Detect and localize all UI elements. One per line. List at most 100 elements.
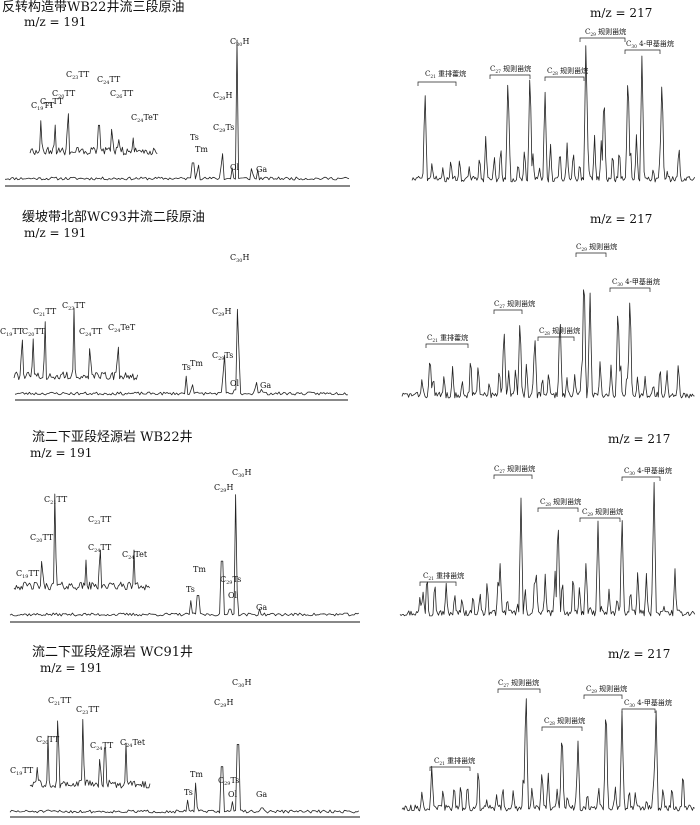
peak-group-label: C30 4-甲基甾烷 xyxy=(626,39,674,50)
peak-label: C23TT xyxy=(76,705,100,716)
panel-wb22-oil-217: m/z = 217 C21 重排藿烷 C27 规则甾烷 C28 规则甾烷 C29 规则… xyxy=(390,0,700,195)
peak-label: C29Ts xyxy=(212,351,233,362)
peak-label: C19TT xyxy=(0,327,24,338)
panel-wc91-rock-217: m/z = 217 C21 重排甾烷 C27 规则甾烷 C28 规则甾烷 C29 规则… xyxy=(390,645,700,825)
tic-trace xyxy=(9,744,360,814)
peak-label: C26TT xyxy=(110,89,134,100)
peak-group-label: C29 规则甾烷 xyxy=(576,242,617,253)
peak-group-label: C27 规则甾烷 xyxy=(494,299,535,310)
peak-bracket xyxy=(609,287,651,292)
panel-wb22-rock-191: 流二下亚段烃源岩 WB22井 m/z = 191 C19TT C20TT C21TT… xyxy=(0,430,360,628)
inset-trace xyxy=(13,307,138,381)
tic-trace xyxy=(401,289,695,399)
peak-group-label: C21 重排藿烷 xyxy=(425,69,466,80)
peak-label: C30H xyxy=(230,37,249,48)
peak-group-label: C21 重排甾烷 xyxy=(434,756,475,767)
peak-group-label: C27 规则甾烷 xyxy=(490,64,531,75)
peak-label: Ol xyxy=(228,790,238,799)
peak-label: C29H xyxy=(212,307,231,318)
peak-label: Ga xyxy=(256,603,267,612)
peak-label: C24TT xyxy=(90,741,114,752)
peak-bracket xyxy=(417,81,457,86)
peak-bracket xyxy=(497,688,541,693)
chart-title: 反转构造带WB22井流三段原油 xyxy=(2,0,185,15)
peak-bracket xyxy=(583,694,623,699)
peak-group-label: C28 规则甾烷 xyxy=(544,716,585,727)
peak-group-label: C27 规则甾烷 xyxy=(498,678,539,689)
peak-label: C21TT xyxy=(33,307,57,318)
peak-label: C23TT xyxy=(66,70,90,81)
chromatogram-191: C19TT C20TT C21TT C23TT C24TT C24Tet Ts Tm C29Ts… xyxy=(9,678,360,818)
peak-label: C29Ts xyxy=(220,575,241,586)
inset-trace xyxy=(29,719,151,789)
peak-group-label: C27 规则甾烷 xyxy=(494,464,535,475)
peak-label: Ts xyxy=(182,363,191,372)
peak-label: C20TT xyxy=(36,735,60,746)
peak-label: Ts xyxy=(184,788,193,797)
peak-bracket xyxy=(537,507,579,512)
peak-group-label: C21 重排甾烷 xyxy=(423,571,464,582)
inset-trace xyxy=(13,493,150,591)
mz-label: m/z = 191 xyxy=(30,446,93,460)
peak-label: C21TT xyxy=(48,696,72,707)
tic-trace xyxy=(14,308,348,396)
peak-label: Tm xyxy=(190,359,203,368)
peak-label: C29H xyxy=(214,698,233,709)
peak-group-label: C28 规则甾烷 xyxy=(547,66,588,77)
peak-bracket xyxy=(575,252,607,257)
peak-bracket xyxy=(537,336,575,341)
peak-group-label: C28 规则甾烷 xyxy=(540,497,581,508)
panel-wc93-oil-217: m/z = 217 C21 重排藿烷 C27 规则甾烷 C28 规则甾烷 C29 规则… xyxy=(390,210,700,410)
peak-label: C24TT xyxy=(79,327,103,338)
peak-bracket xyxy=(621,476,661,481)
inset-trace xyxy=(29,113,158,156)
peak-bracket xyxy=(624,49,661,54)
peak-label: C19TT xyxy=(16,569,40,580)
peak-label: C24Tet xyxy=(122,550,148,561)
tic-trace xyxy=(401,698,695,812)
peak-label: C30H xyxy=(230,253,249,264)
mz-label: m/z = 191 xyxy=(40,661,103,675)
peak-label: C21TT xyxy=(40,97,64,108)
peak-label: Ol xyxy=(228,591,238,600)
peak-label: C29H xyxy=(213,91,232,102)
peak-label: C20TT xyxy=(30,533,54,544)
peak-label: C29Ts xyxy=(218,776,239,787)
tic-trace xyxy=(399,482,696,617)
chart-title: 流二下亚段烃源岩 WB22井 xyxy=(32,430,193,445)
peak-label: Ga xyxy=(256,790,267,799)
peak-bracket xyxy=(544,76,585,81)
mz-label: m/z = 217 xyxy=(608,432,671,446)
peak-group-label: C21 重排藿烷 xyxy=(427,333,468,344)
tic-trace xyxy=(4,39,350,181)
peak-label: C29H xyxy=(214,483,233,494)
peak-label: C23TT xyxy=(88,515,112,526)
peak-bracket xyxy=(429,766,471,771)
peak-bracket xyxy=(579,517,621,522)
mz-label: m/z = 217 xyxy=(590,6,653,20)
peak-label: Ts xyxy=(186,585,195,594)
peak-label: Ts xyxy=(190,133,199,142)
peak-label: C24Tet xyxy=(120,738,146,749)
chart-title: 流二下亚段烃源岩 WC91井 xyxy=(32,645,193,660)
peak-label: C24TeT xyxy=(131,113,159,124)
peak-label: Tm xyxy=(193,565,206,574)
peak-label: C23TT xyxy=(62,301,86,312)
peak-bracket xyxy=(621,708,656,713)
chromatogram-191: C19TT C20TT C21TT C23TT C24TT C24Tet Ts Tm C29Ts… xyxy=(9,468,360,623)
peak-label: Ol xyxy=(230,379,240,388)
peak-bracket xyxy=(493,309,523,314)
peak-label: Tm xyxy=(190,770,203,779)
peak-label: C20TT xyxy=(22,327,46,338)
peak-bracket xyxy=(541,726,583,731)
peak-label: C29Ts xyxy=(213,123,234,134)
peak-label: C30H xyxy=(232,468,251,479)
peak-group-label: C29 规则甾烷 xyxy=(585,27,626,38)
panel-wc91-rock-191: 流二下亚段烃源岩 WC91井 m/z = 191 C19TT C20TT C21TT… xyxy=(0,645,360,825)
panel-wb22-oil-191: 反转构造带WB22井流三段原油 m/z = 191 C21TT C20TT C19T… xyxy=(0,0,360,195)
peak-bracket xyxy=(419,581,457,586)
peak-label: C19TT xyxy=(31,101,55,112)
